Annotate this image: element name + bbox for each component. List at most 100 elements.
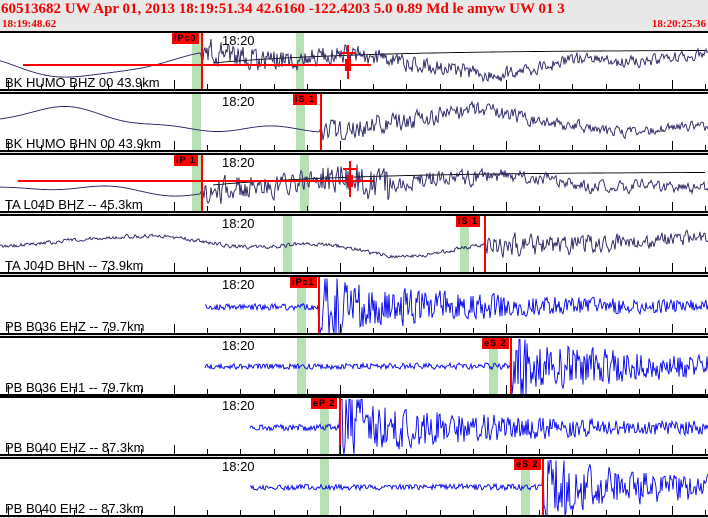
phase-pick-line[interactable] [339,398,341,457]
phase-pick-label[interactable]: eS 2 [514,459,541,471]
axis-minor-tick [74,84,75,89]
amplitude-marker[interactable] [23,45,371,79]
axis-major-tick [174,201,175,211]
axis-minor-tick [572,144,573,150]
waveform [204,278,708,334]
phase-pick-label[interactable]: iS 1 [293,93,318,105]
axis-minor-tick [406,510,407,516]
axis-minor-tick [274,327,275,333]
phase-pick-label[interactable]: IPc0 [172,33,199,44]
axis-minor-tick [705,205,706,211]
axis-major-tick [8,506,9,516]
axis-minor-tick [74,449,75,455]
axis-minor-tick [606,266,607,272]
axis-minor-tick [539,388,540,394]
time-axis-label: 18:20 [222,33,255,48]
trace-plot-area[interactable]: iP 1 18:20 TA L04D BHZ -- 45.3km [0,154,708,213]
axis-minor-tick [440,327,441,333]
phase-pick-line[interactable] [484,215,486,274]
axis-minor-tick [440,84,441,89]
axis-minor-tick [307,84,308,89]
waveform [0,164,708,204]
axis-major-tick [340,140,341,150]
axis-minor-tick [207,327,208,333]
trace-panel[interactable]: eS 2 18:20 PB B036 EH1 -- 79.7km [0,335,708,396]
axis-minor-tick [41,510,42,516]
axis-minor-tick [539,266,540,272]
phase-pick-line[interactable] [201,33,203,91]
axis-minor-tick [141,327,142,333]
trace-panel[interactable]: iS 1 18:20 BK HUMO BHN 00 43.9km [0,91,708,152]
trace-panel[interactable]: iPc1 18:20 PB B036 EHZ -- 79.7km [0,274,708,335]
axis-minor-tick [572,266,573,272]
axis-major-tick [672,201,673,211]
axis-minor-tick [639,266,640,272]
trace-panel[interactable]: eS 2 18:20 PB B040 EH2 -- 87.3km [0,457,708,518]
trace-plot-area[interactable]: iS 1 18:20 BK HUMO BHN 00 43.9km [0,93,708,152]
axis-minor-tick [473,144,474,150]
axis-minor-tick [406,84,407,89]
waveform [204,338,708,395]
trace-panel[interactable]: iP 1 18:20 TA L04D BHZ -- 45.3km [0,152,708,213]
time-axis [0,454,708,457]
phase-pick-line[interactable] [318,276,320,335]
axis-minor-tick [108,144,109,150]
axis-major-tick [174,506,175,516]
axis-minor-tick [373,205,374,211]
phase-pick-line[interactable] [320,93,322,152]
trace-plot-area[interactable]: eP 2 18:20 PB B040 EHZ -- 87.3km [0,398,708,457]
axis-minor-tick [240,205,241,211]
phase-pick-line[interactable] [510,337,512,396]
trace-plot-area[interactable]: iS 1 18:20 TA J04D BHN -- 73.9km [0,215,708,274]
axis-major-tick [8,140,9,150]
axis-major-tick [506,201,507,211]
amplitude-marker[interactable] [18,160,373,197]
axis-major-tick [340,80,341,89]
trace-panel[interactable]: eP 2 18:20 PB B040 EHZ -- 87.3km [0,396,708,457]
axis-minor-tick [606,205,607,211]
axis-minor-tick [207,205,208,211]
pick-uncertainty-band [521,459,530,518]
phase-pick-label[interactable]: eP 2 [311,398,338,410]
trace-panel[interactable]: IPc0 18:20 BK HUMO BHZ 00 43.9km [0,31,708,91]
axis-minor-tick [705,388,706,394]
phase-pick-label[interactable]: iP 1 [174,154,198,166]
axis-minor-tick [406,449,407,455]
axis-major-tick [340,201,341,211]
phase-pick-line[interactable] [201,154,203,213]
axis-minor-tick [207,266,208,272]
trace-plot-area[interactable]: iPc1 18:20 PB B036 EHZ -- 79.7km [0,276,708,335]
axis-major-tick [340,506,341,516]
trace-panel[interactable]: iS 1 18:20 TA J04D BHN -- 73.9km [0,213,708,274]
axis-major-tick [506,445,507,455]
axis-major-tick [174,445,175,455]
axis-minor-tick [373,266,374,272]
axis-minor-tick [307,327,308,333]
axis-minor-tick [274,144,275,150]
axis-major-tick [340,262,341,272]
axis-minor-tick [141,388,142,394]
axis-minor-tick [240,327,241,333]
axis-minor-tick [108,205,109,211]
axis-minor-tick [307,510,308,516]
axis-minor-tick [572,205,573,211]
axis-minor-tick [41,327,42,333]
axis-minor-tick [539,144,540,150]
trace-plot-area[interactable]: eS 2 18:20 PB B040 EH2 -- 87.3km [0,459,708,518]
axis-minor-tick [373,84,374,89]
axis-minor-tick [373,510,374,516]
axis-major-tick [8,445,9,455]
axis-minor-tick [440,144,441,150]
phase-pick-line[interactable] [542,459,544,518]
event-header-line: 60513682 UW Apr 01, 2013 18:19:51.34 42.… [0,0,708,18]
trace-plot-area[interactable]: eS 2 18:20 PB B036 EH1 -- 79.7km [0,337,708,396]
phase-pick-label[interactable]: eS 2 [482,337,509,349]
phase-pick-label[interactable]: iPc1 [290,276,317,288]
axis-major-tick [672,506,673,516]
pick-uncertainty-band [460,215,469,274]
time-axis [0,89,708,91]
trace-plot-area[interactable]: IPc0 18:20 BK HUMO BHZ 00 43.9km [0,33,708,91]
axis-minor-tick [539,449,540,455]
phase-pick-label[interactable]: iS 1 [456,215,481,227]
